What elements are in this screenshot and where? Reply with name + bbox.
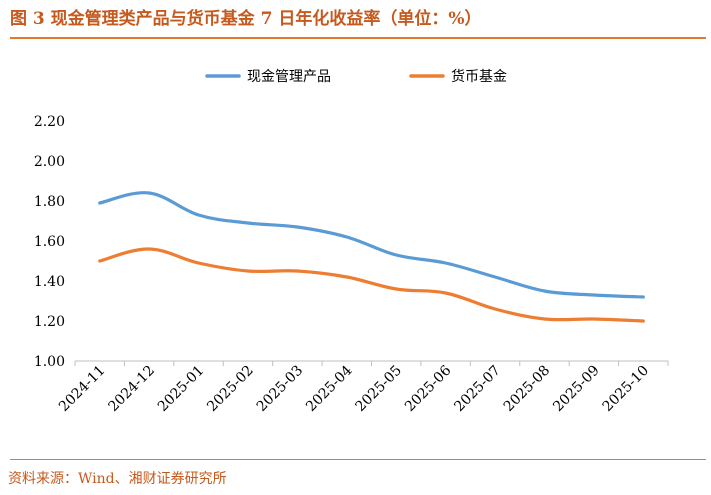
- x-tick-label: 2024-12: [105, 363, 157, 415]
- x-tick-label: 2025-09: [550, 363, 602, 415]
- x-tick-label: 2024-11: [56, 363, 108, 415]
- title-rule: [10, 37, 706, 39]
- y-tick-label: 1.00: [34, 354, 65, 370]
- legend-label: 现金管理产品: [247, 69, 331, 85]
- source-note: 资料来源：Wind、湘财证券研究所: [8, 471, 227, 487]
- y-tick-label: 1.60: [34, 234, 65, 250]
- legend: 现金管理产品 货币基金: [205, 68, 507, 85]
- series-line-cash-management: [98, 191, 645, 299]
- y-axis: 1.00 1.20 1.40 1.60 1.80 2.00 2.20: [34, 114, 65, 370]
- x-tick-label: 2025-01: [155, 363, 207, 415]
- y-tick-label: 2.00: [34, 154, 65, 170]
- y-tick-label: 1.40: [34, 274, 65, 290]
- y-tick-label: 1.20: [34, 314, 65, 330]
- x-tick-label: 2025-05: [353, 363, 405, 415]
- y-tick-label: 2.20: [34, 114, 65, 130]
- series-lines: [98, 191, 645, 323]
- x-tick-label: 2025-03: [254, 363, 306, 415]
- line-chart: 现金管理产品 货币基金 1.001.201.401.601.802.002.20 …: [34, 68, 669, 415]
- legend-label: 货币基金: [451, 68, 507, 85]
- x-tick-label: 2025-02: [204, 363, 256, 415]
- x-tick-label: 2025-07: [451, 363, 503, 415]
- series-line-money-fund: [98, 247, 645, 323]
- y-tick-label: 1.80: [34, 194, 65, 210]
- x-tick-label: 2025-10: [600, 363, 652, 415]
- x-tick-label: 2025-04: [303, 362, 356, 415]
- figure-title: 图 3 现金管理类产品与货币基金 7 日年化收益率（单位：%）: [10, 9, 482, 29]
- source-rule: [10, 459, 706, 460]
- x-tick-label: 2025-06: [402, 362, 455, 415]
- x-axis: 2024-112024-122025-012025-022025-032025-…: [56, 360, 669, 415]
- x-tick-label: 2025-08: [501, 363, 553, 415]
